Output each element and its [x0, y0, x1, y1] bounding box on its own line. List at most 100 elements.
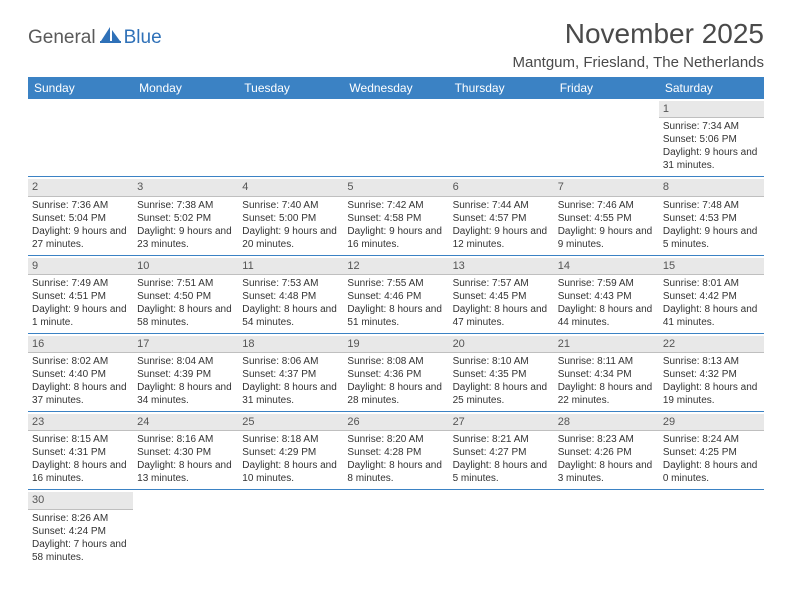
empty-cell: [554, 99, 659, 176]
daylight: Daylight: 8 hours and 51 minutes.: [347, 303, 444, 329]
sunset: Sunset: 4:24 PM: [32, 525, 129, 538]
day-cell: 11Sunrise: 7:53 AMSunset: 4:48 PMDayligh…: [238, 256, 343, 333]
sunrise: Sunrise: 8:13 AM: [663, 355, 760, 368]
logo: General Blue: [28, 26, 162, 49]
sunset: Sunset: 4:37 PM: [242, 368, 339, 381]
sunset: Sunset: 4:28 PM: [347, 446, 444, 459]
sunset: Sunset: 5:00 PM: [242, 212, 339, 225]
sunset: Sunset: 5:04 PM: [32, 212, 129, 225]
sunrise: Sunrise: 8:20 AM: [347, 433, 444, 446]
daylight: Daylight: 8 hours and 10 minutes.: [242, 459, 339, 485]
day-info: Sunrise: 7:40 AMSunset: 5:00 PMDaylight:…: [242, 199, 339, 251]
daylight: Daylight: 8 hours and 37 minutes.: [32, 381, 129, 407]
day-number: 15: [659, 258, 764, 275]
daylight: Daylight: 8 hours and 5 minutes.: [453, 459, 550, 485]
sunset: Sunset: 4:32 PM: [663, 368, 760, 381]
day-info: Sunrise: 8:18 AMSunset: 4:29 PMDaylight:…: [242, 433, 339, 485]
sunset: Sunset: 5:02 PM: [137, 212, 234, 225]
empty-cell: [449, 490, 554, 567]
day-cell: 4 Sunrise: 7:40 AMSunset: 5:00 PMDaylight…: [238, 177, 343, 254]
sunrise: Sunrise: 8:08 AM: [347, 355, 444, 368]
day-number: 3: [133, 179, 238, 196]
sunset: Sunset: 4:46 PM: [347, 290, 444, 303]
sunset: Sunset: 4:26 PM: [558, 446, 655, 459]
sunset: Sunset: 4:30 PM: [137, 446, 234, 459]
day-info: Sunrise: 7:57 AMSunset: 4:45 PMDaylight:…: [453, 277, 550, 329]
day-number: 4: [238, 179, 343, 196]
daylight: Daylight: 9 hours and 1 minute.: [32, 303, 129, 329]
sunrise: Sunrise: 8:04 AM: [137, 355, 234, 368]
day-info: Sunrise: 7:36 AMSunset: 5:04 PMDaylight:…: [32, 199, 129, 251]
daylight: Daylight: 8 hours and 44 minutes.: [558, 303, 655, 329]
day-info: Sunrise: 8:01 AMSunset: 4:42 PMDaylight:…: [663, 277, 760, 329]
daylight: Daylight: 9 hours and 12 minutes.: [453, 225, 550, 251]
day-cell: 13Sunrise: 7:57 AMSunset: 4:45 PMDayligh…: [449, 256, 554, 333]
sunrise: Sunrise: 8:06 AM: [242, 355, 339, 368]
sunset: Sunset: 4:31 PM: [32, 446, 129, 459]
daylight: Daylight: 8 hours and 28 minutes.: [347, 381, 444, 407]
empty-cell: [343, 99, 448, 176]
sunrise: Sunrise: 8:11 AM: [558, 355, 655, 368]
sunrise: Sunrise: 7:36 AM: [32, 199, 129, 212]
header: General Blue November 2025 Mantgum, Frie…: [28, 18, 764, 71]
day-info: Sunrise: 8:10 AMSunset: 4:35 PMDaylight:…: [453, 355, 550, 407]
sunset: Sunset: 4:55 PM: [558, 212, 655, 225]
sunrise: Sunrise: 7:53 AM: [242, 277, 339, 290]
sunrise: Sunrise: 7:46 AM: [558, 199, 655, 212]
day-cell: 24Sunrise: 8:16 AMSunset: 4:30 PMDayligh…: [133, 412, 238, 489]
day-cell: 19Sunrise: 8:08 AMSunset: 4:36 PMDayligh…: [343, 334, 448, 411]
sunrise: Sunrise: 8:21 AM: [453, 433, 550, 446]
day-cell: 8Sunrise: 7:48 AMSunset: 4:53 PMDaylight…: [659, 177, 764, 254]
empty-cell: [659, 490, 764, 567]
day-headers: SundayMondayTuesdayWednesdayThursdayFrid…: [28, 77, 764, 99]
daylight: Daylight: 8 hours and 22 minutes.: [558, 381, 655, 407]
day-info: Sunrise: 8:08 AMSunset: 4:36 PMDaylight:…: [347, 355, 444, 407]
day-number: 28: [554, 414, 659, 431]
sunrise: Sunrise: 7:51 AM: [137, 277, 234, 290]
sunset: Sunset: 4:27 PM: [453, 446, 550, 459]
day-number: 10: [133, 258, 238, 275]
sunset: Sunset: 4:53 PM: [663, 212, 760, 225]
week-row: 23Sunrise: 8:15 AMSunset: 4:31 PMDayligh…: [28, 412, 764, 490]
sunset: Sunset: 4:36 PM: [347, 368, 444, 381]
day-info: Sunrise: 8:23 AMSunset: 4:26 PMDaylight:…: [558, 433, 655, 485]
day-cell: 9Sunrise: 7:49 AMSunset: 4:51 PMDaylight…: [28, 256, 133, 333]
empty-cell: [343, 490, 448, 567]
day-cell: 12Sunrise: 7:55 AMSunset: 4:46 PMDayligh…: [343, 256, 448, 333]
sunset: Sunset: 4:43 PM: [558, 290, 655, 303]
daylight: Daylight: 8 hours and 13 minutes.: [137, 459, 234, 485]
empty-cell: [28, 99, 133, 176]
daylight: Daylight: 8 hours and 47 minutes.: [453, 303, 550, 329]
day-number: 6: [449, 179, 554, 196]
day-cell: 6 Sunrise: 7:44 AMSunset: 4:57 PMDaylight…: [449, 177, 554, 254]
daylight: Daylight: 8 hours and 25 minutes.: [453, 381, 550, 407]
sunrise: Sunrise: 8:01 AM: [663, 277, 760, 290]
day-cell: 14Sunrise: 7:59 AMSunset: 4:43 PMDayligh…: [554, 256, 659, 333]
day-number: 17: [133, 336, 238, 353]
day-header: Friday: [554, 77, 659, 99]
logo-general: General: [28, 27, 96, 49]
day-info: Sunrise: 7:46 AMSunset: 4:55 PMDaylight:…: [558, 199, 655, 251]
daylight: Daylight: 9 hours and 31 minutes.: [663, 146, 760, 172]
sail-icon: [100, 26, 122, 49]
daylight: Daylight: 8 hours and 31 minutes.: [242, 381, 339, 407]
empty-cell: [449, 99, 554, 176]
weeks: 1Sunrise: 7:34 AMSunset: 5:06 PMDaylight…: [28, 99, 764, 568]
week-row: 16Sunrise: 8:02 AMSunset: 4:40 PMDayligh…: [28, 334, 764, 412]
day-info: Sunrise: 7:44 AMSunset: 4:57 PMDaylight:…: [453, 199, 550, 251]
daylight: Daylight: 7 hours and 58 minutes.: [32, 538, 129, 564]
sunrise: Sunrise: 7:40 AM: [242, 199, 339, 212]
day-cell: 3Sunrise: 7:38 AMSunset: 5:02 PMDaylight…: [133, 177, 238, 254]
day-info: Sunrise: 8:15 AMSunset: 4:31 PMDaylight:…: [32, 433, 129, 485]
day-number: 25: [238, 414, 343, 431]
sunrise: Sunrise: 7:34 AM: [663, 120, 760, 133]
day-info: Sunrise: 7:42 AMSunset: 4:58 PMDaylight:…: [347, 199, 444, 251]
day-number: 9: [28, 258, 133, 275]
day-cell: 1Sunrise: 7:34 AMSunset: 5:06 PMDaylight…: [659, 99, 764, 176]
day-info: Sunrise: 8:21 AMSunset: 4:27 PMDaylight:…: [453, 433, 550, 485]
empty-cell: [133, 99, 238, 176]
sunrise: Sunrise: 8:16 AM: [137, 433, 234, 446]
daylight: Daylight: 8 hours and 54 minutes.: [242, 303, 339, 329]
day-header: Monday: [133, 77, 238, 99]
day-info: Sunrise: 8:04 AMSunset: 4:39 PMDaylight:…: [137, 355, 234, 407]
